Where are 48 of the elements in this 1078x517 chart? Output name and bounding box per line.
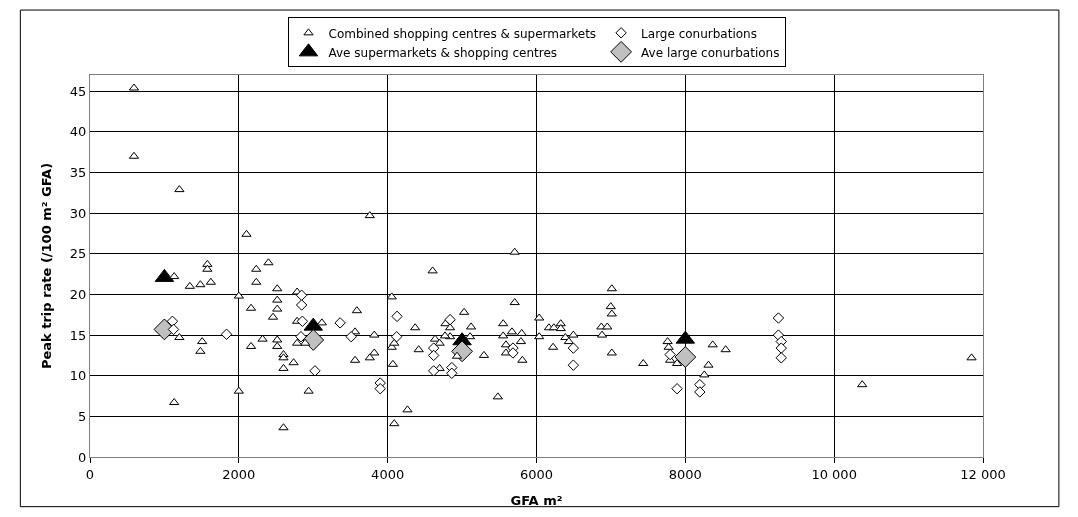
x-tick-label: 4000 [371,466,405,482]
point [694,386,706,398]
legend-label: Ave supermarkets & shopping centres [328,45,558,60]
y-tick-label: 10 [69,368,87,384]
point [295,331,307,343]
point [446,367,458,379]
x-axis-title: GFA m² [510,493,563,509]
y-tick-label: 25 [69,246,87,262]
point [345,331,357,343]
point [296,315,309,327]
legend-label: Combined shopping centres & supermarkets [328,26,597,41]
point [775,352,787,364]
point [507,347,519,359]
point [302,329,325,351]
point [309,365,321,377]
x-tick-label: 8000 [668,466,702,482]
legend-label: Ave large conurbations [641,45,780,60]
point [664,348,676,361]
y-tick-label: 30 [69,205,87,221]
point [427,349,440,362]
point [444,313,456,326]
point [427,365,440,377]
point [390,331,403,343]
point [567,342,580,354]
x-tick-label: 12 000 [960,466,1006,482]
point [391,310,403,323]
x-tick-label: 2000 [222,466,256,482]
point [334,317,346,329]
y-tick-label: 45 [69,83,87,99]
point [772,312,785,324]
y-tick-label: 5 [78,408,87,424]
point [295,289,308,301]
y-tick-label: 20 [69,287,87,302]
point [567,359,580,371]
point [674,346,697,368]
point [775,342,787,354]
point [167,323,180,336]
x-tick-label: 10 000 [811,466,857,482]
point [220,328,233,340]
x-tick-label: 6000 [519,466,554,482]
y-tick-label: 0 [78,449,87,465]
y-tick-label: 40 [69,124,87,140]
y-tick-label: 35 [69,165,87,181]
legend-label: Large conurbations [641,26,757,41]
point [374,383,386,395]
point [295,299,308,311]
y-tick-label: 15 [69,327,87,343]
y-axis-title: Peak trip rate (/100 m² GFA) [38,162,54,370]
